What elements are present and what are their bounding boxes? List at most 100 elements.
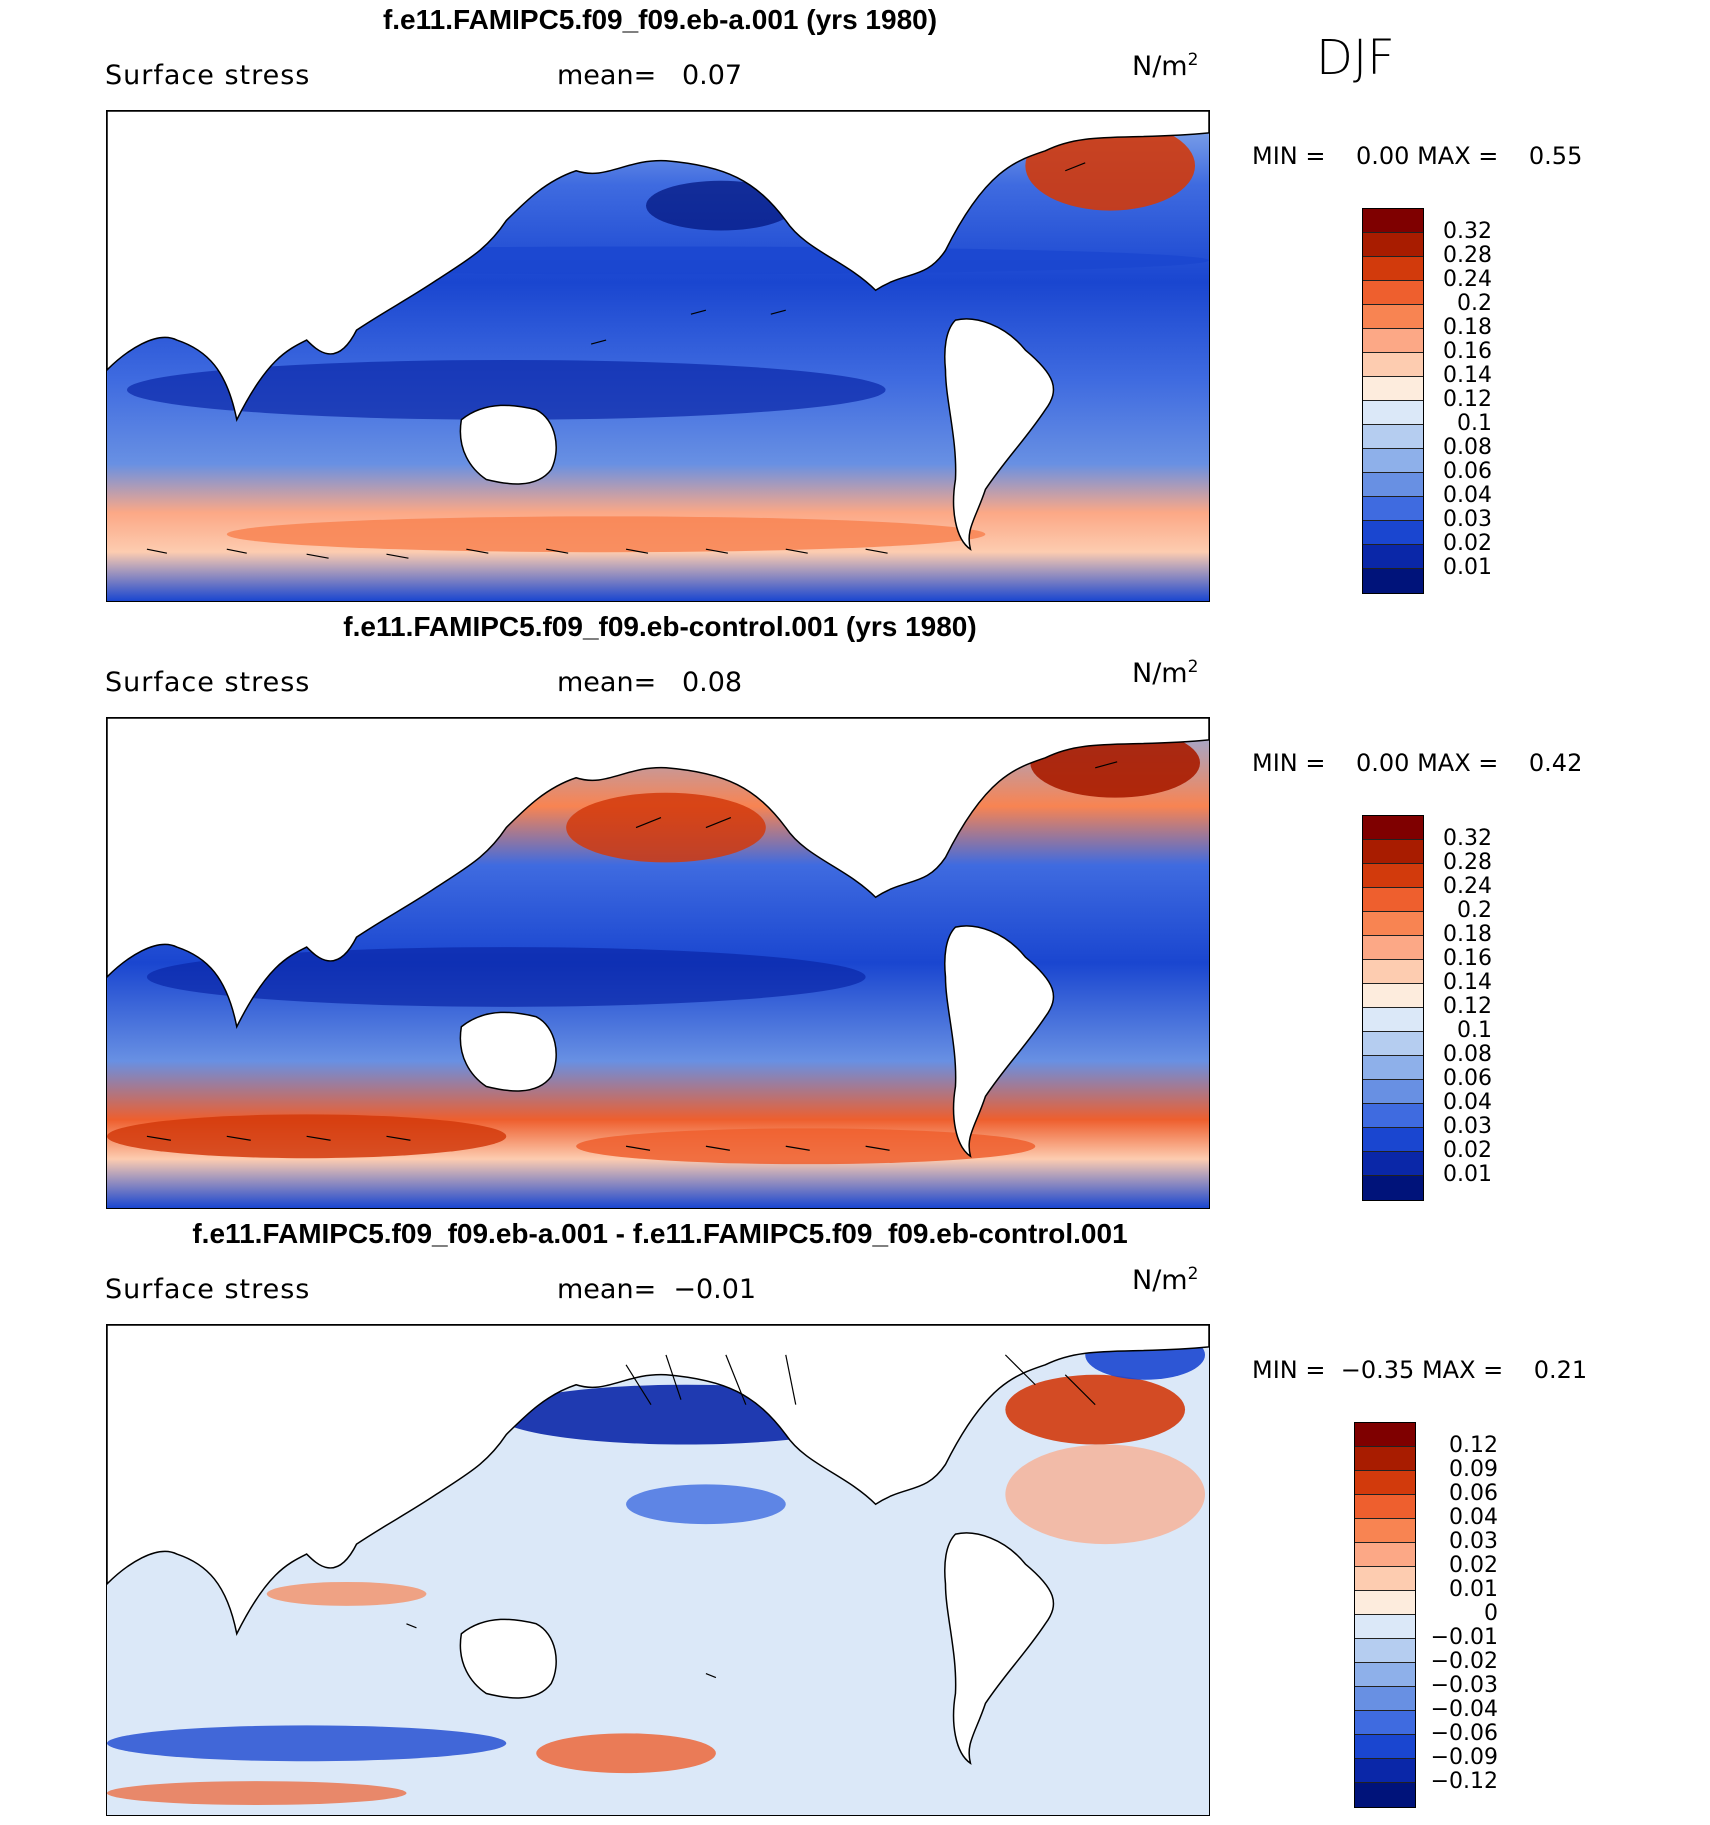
- tick-label: 0.18: [1443, 922, 1492, 947]
- tick-label: −0.03: [1430, 1673, 1498, 1698]
- tick-label: 0.16: [1443, 339, 1492, 364]
- min-max-readout: MIN = 0.00 MAX = 0.55: [1252, 142, 1583, 170]
- tick-label: 0.14: [1443, 363, 1492, 388]
- land-mass-north: [107, 718, 1209, 1030]
- tick-label: 0: [1484, 1601, 1498, 1626]
- positive-anomaly: [1005, 1444, 1206, 1545]
- tick-label: −0.09: [1430, 1745, 1498, 1770]
- tick-label: 0.12: [1449, 1433, 1498, 1458]
- colorbar-tick-labels: 0.32 0.28 0.24 0.2 0.18 0.16 0.14 0.12 0…: [1436, 827, 1492, 1187]
- negative-anomaly: [107, 1725, 507, 1762]
- land-south-america: [944, 1532, 1055, 1765]
- units-label: N/m2: [1132, 50, 1199, 82]
- tick-label: 0.24: [1443, 267, 1492, 292]
- tick-label: 0.28: [1443, 243, 1492, 268]
- tick-label: −0.02: [1430, 1649, 1498, 1674]
- tick-label: −0.06: [1430, 1721, 1498, 1746]
- tick-label: 0.14: [1443, 970, 1492, 995]
- variable-label: Surface stress: [105, 60, 311, 91]
- tick-label: 0.28: [1443, 850, 1492, 875]
- panel-eb-control: f.e11.FAMIPC5.f09_f09.eb-control.001 (yr…: [0, 607, 1710, 1212]
- high-stress-band: [576, 1128, 1036, 1165]
- positive-anomaly: [1005, 1374, 1186, 1445]
- stress-difference-vectors: [406, 1354, 1096, 1679]
- land-south-america: [944, 925, 1055, 1158]
- stress-vectors: [146, 162, 1086, 559]
- tick-label: 0.2: [1457, 898, 1492, 923]
- colorbar-tick-labels: 0.12 0.09 0.06 0.04 0.03 0.02 0.01 0 −0.…: [1426, 1434, 1498, 1794]
- tick-label: 0.02: [1449, 1553, 1498, 1578]
- panel-eb-a: f.e11.FAMIPC5.f09_f09.eb-a.001 (yrs 1980…: [0, 0, 1710, 605]
- colorbar: [1362, 815, 1424, 1201]
- low-stress-band: [146, 947, 866, 1007]
- tick-label: −0.01: [1430, 1625, 1498, 1650]
- tick-label: −0.04: [1430, 1697, 1498, 1722]
- high-stress-band: [1025, 120, 1196, 211]
- low-stress-band: [646, 180, 796, 231]
- variable-label: Surface stress: [105, 1274, 311, 1305]
- colorbar: [1354, 1422, 1416, 1808]
- land-australia: [459, 1011, 557, 1092]
- land-mass-north: [107, 1325, 1209, 1637]
- tick-label: 0.1: [1457, 411, 1492, 436]
- land-australia: [459, 404, 557, 485]
- land-south-america: [944, 318, 1055, 551]
- tick-label: 0.02: [1443, 531, 1492, 556]
- tick-label: 0.02: [1443, 1138, 1492, 1163]
- tick-label: 0.06: [1443, 1066, 1492, 1091]
- season-label: DJF: [1316, 30, 1395, 86]
- high-stress-band: [566, 792, 766, 863]
- tick-label: 0.03: [1443, 507, 1492, 532]
- tick-label: 0.08: [1443, 1042, 1492, 1067]
- high-stress-band: [107, 1114, 507, 1159]
- tick-label: −0.12: [1430, 1769, 1498, 1794]
- panel-title: f.e11.FAMIPC5.f09_f09.eb-control.001 (yr…: [343, 611, 977, 642]
- panel-title: f.e11.FAMIPC5.f09_f09.eb-a.001 (yrs 1980…: [382, 4, 938, 35]
- tick-label: 0.08: [1443, 435, 1492, 460]
- mean-readout: mean= 0.07: [557, 60, 743, 91]
- tick-label: 0.04: [1449, 1505, 1498, 1530]
- min-max-readout: MIN = 0.00 MAX = 0.42: [1252, 749, 1583, 777]
- negative-anomaly: [626, 1484, 786, 1525]
- colorbar: [1362, 208, 1424, 594]
- min-max-readout: MIN = −0.35 MAX = 0.21: [1252, 1356, 1588, 1384]
- tick-label: 0.16: [1443, 946, 1492, 971]
- tick-label: 0.01: [1443, 1162, 1492, 1187]
- panel-title: f.e11.FAMIPC5.f09_f09.eb-a.001 - f.e11.F…: [192, 1218, 1128, 1249]
- tick-label: 0.01: [1443, 555, 1492, 580]
- tick-label: 0.03: [1449, 1529, 1498, 1554]
- high-stress-band: [226, 516, 986, 553]
- mean-readout: mean= −0.01: [557, 1274, 757, 1305]
- positive-anomaly: [107, 1781, 407, 1806]
- tick-label: 0.01: [1449, 1577, 1498, 1602]
- variable-label: Surface stress: [105, 667, 311, 698]
- land-mass-north: [107, 111, 1209, 423]
- units-label: N/m2: [1132, 1264, 1199, 1296]
- tick-label: 0.32: [1443, 219, 1492, 244]
- positive-anomaly: [536, 1733, 716, 1774]
- tick-label: 0.09: [1449, 1457, 1498, 1482]
- stress-vectors: [146, 761, 1118, 1151]
- surface-stress-difference-map: [106, 1324, 1210, 1816]
- tick-label: 0.06: [1443, 459, 1492, 484]
- surface-stress-map: [106, 110, 1210, 602]
- low-stress-band: [126, 359, 886, 420]
- mean-readout: mean= 0.08: [557, 667, 743, 698]
- tick-label: 0.04: [1443, 483, 1492, 508]
- units-label: N/m2: [1132, 657, 1199, 689]
- tick-label: 0.12: [1443, 994, 1492, 1019]
- colorbar-tick-labels: 0.32 0.28 0.24 0.2 0.18 0.16 0.14 0.12 0…: [1436, 220, 1492, 580]
- tick-label: 0.04: [1443, 1090, 1492, 1115]
- tick-label: 0.03: [1443, 1114, 1492, 1139]
- tick-label: 0.12: [1443, 387, 1492, 412]
- tick-label: 0.32: [1443, 826, 1492, 851]
- panel-difference: f.e11.FAMIPC5.f09_f09.eb-a.001 - f.e11.F…: [0, 1214, 1710, 1819]
- tick-label: 0.1: [1457, 1018, 1492, 1043]
- land-australia: [459, 1618, 557, 1699]
- tick-label: 0.2: [1457, 291, 1492, 316]
- tick-label: 0.06: [1449, 1481, 1498, 1506]
- positive-anomaly: [266, 1581, 427, 1606]
- tick-label: 0.18: [1443, 315, 1492, 340]
- tick-label: 0.24: [1443, 874, 1492, 899]
- surface-stress-map: [106, 717, 1210, 1209]
